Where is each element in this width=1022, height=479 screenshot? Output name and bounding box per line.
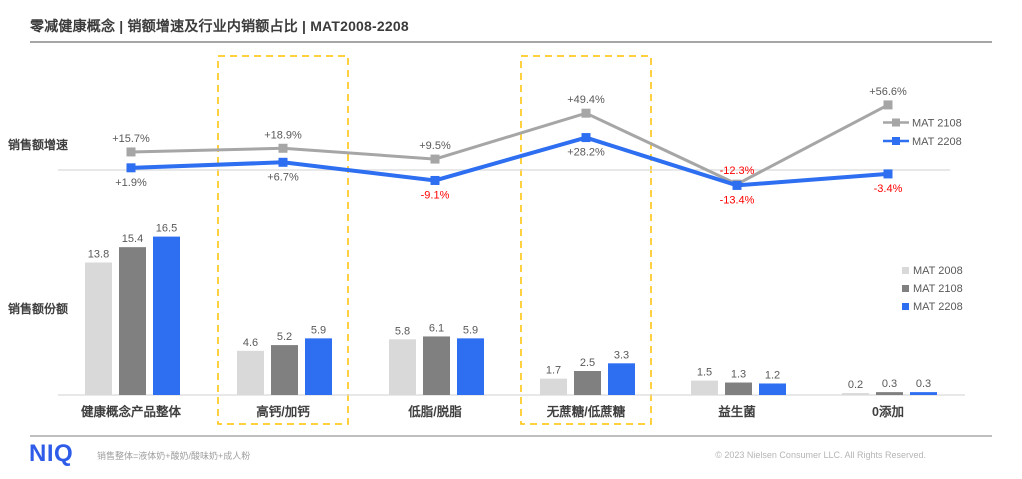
- bar-mat-2208: [457, 338, 484, 395]
- bar-mat-2008: [691, 380, 718, 395]
- bar-mat-2208: [305, 338, 332, 395]
- category-label: 低脂/脱脂: [407, 404, 462, 419]
- bar-value-label: 6.1: [429, 322, 444, 334]
- growth-value-label: -9.1%: [421, 189, 450, 201]
- growth-value-label: +6.7%: [267, 171, 299, 183]
- bar-value-label: 1.2: [765, 369, 780, 381]
- bar-mat-2208: [910, 392, 937, 395]
- bar-mat-2008: [842, 393, 869, 395]
- legend-swatch: [902, 267, 909, 274]
- growth-value-label: -12.3%: [720, 165, 755, 177]
- growth-value-label: +9.5%: [419, 140, 451, 152]
- line-mat-2108: [130, 103, 889, 186]
- line-mat-2208: [130, 135, 889, 188]
- line-marker: [430, 154, 440, 164]
- footer-divider: [30, 435, 992, 437]
- category-label: 益生菌: [718, 404, 756, 419]
- bar-value-label: 16.5: [156, 223, 177, 235]
- bar-mat-2108: [271, 345, 298, 395]
- bar-value-label: 5.9: [463, 324, 478, 336]
- growth-value-label: +15.7%: [112, 133, 150, 145]
- growth-value-label: +1.9%: [115, 177, 147, 189]
- bar-mat-2108: [423, 336, 450, 395]
- line-marker: [278, 157, 288, 167]
- bar-mat-2208: [153, 236, 180, 395]
- growth-value-label: -3.4%: [874, 183, 903, 195]
- bar-mat-2208: [759, 383, 786, 395]
- bar-value-label: 15.4: [122, 233, 143, 245]
- line-marker: [581, 133, 591, 143]
- page-title: 零减健康概念 | 销额增速及行业内销额占比 | MAT2008-2208: [30, 18, 409, 34]
- bar-value-label: 1.7: [546, 365, 561, 377]
- category-label: 高钙/加钙: [256, 404, 310, 419]
- legend-label: MAT 2108: [912, 118, 962, 130]
- bar-mat-2108: [876, 392, 903, 395]
- legend-line-marker: [892, 118, 900, 127]
- footnote: 销售整体=液体奶+酸奶/酸味奶+成人粉: [97, 451, 251, 461]
- bar-mat-2108: [119, 247, 146, 395]
- growth-value-label: +56.6%: [869, 86, 907, 98]
- highlight-box: [520, 55, 652, 425]
- bar-value-label: 5.9: [311, 324, 326, 336]
- category-label: 0添加: [872, 404, 904, 419]
- growth-value-label: +28.2%: [567, 147, 605, 159]
- bar-mat-2108: [574, 371, 601, 395]
- legend-label: MAT 2208: [913, 301, 963, 313]
- legend-swatch: [902, 285, 909, 292]
- bar-mat-2208: [608, 363, 635, 395]
- legend-label: MAT 2108: [913, 283, 963, 295]
- category-label: 无蔗糖/低蔗糖: [546, 404, 626, 419]
- bar-value-label: 3.3: [614, 349, 629, 361]
- bar-value-label: 5.8: [395, 325, 410, 337]
- bar-mat-2008: [389, 339, 416, 395]
- bar-value-label: 0.2: [848, 379, 863, 391]
- line-marker: [581, 108, 591, 118]
- category-label: 健康概念产品整体: [81, 404, 182, 419]
- title-underline: [30, 41, 992, 43]
- bar-value-label: 4.6: [243, 337, 258, 349]
- legend-swatch: [902, 303, 909, 310]
- line-marker: [278, 143, 288, 153]
- legend-line-marker: [892, 137, 900, 145]
- copyright: © 2023 Nielsen Consumer LLC. All Rights …: [715, 450, 926, 460]
- highlight-box: [217, 55, 349, 425]
- line-marker: [732, 180, 742, 190]
- line-marker: [126, 147, 136, 157]
- growth-value-label: +18.9%: [264, 129, 302, 141]
- legend-label: MAT 2008: [913, 265, 963, 277]
- growth-section-label: 销售额增速: [8, 138, 69, 152]
- bar-value-label: 5.2: [277, 331, 292, 343]
- bar-mat-2008: [237, 350, 264, 395]
- bar-value-label: 1.3: [731, 369, 746, 381]
- line-marker: [430, 175, 440, 185]
- share-section-label: 销售额份额: [8, 302, 69, 316]
- bar-value-label: 1.5: [697, 367, 712, 379]
- bar-value-label: 0.3: [916, 378, 931, 390]
- line-marker: [126, 163, 136, 173]
- bar-value-label: 0.3: [882, 378, 897, 390]
- bar-mat-2008: [85, 262, 112, 395]
- line-marker: [883, 100, 893, 110]
- bar-value-label: 13.8: [88, 249, 109, 261]
- bar-value-label: 2.5: [580, 357, 595, 369]
- growth-value-label: -13.4%: [720, 194, 755, 206]
- legend-label: MAT 2208: [912, 136, 962, 148]
- growth-value-label: +49.4%: [567, 94, 605, 106]
- line-marker: [883, 169, 893, 179]
- niq-logo: NIQ: [29, 440, 74, 467]
- bar-mat-2008: [540, 378, 567, 395]
- bar-mat-2108: [725, 382, 752, 395]
